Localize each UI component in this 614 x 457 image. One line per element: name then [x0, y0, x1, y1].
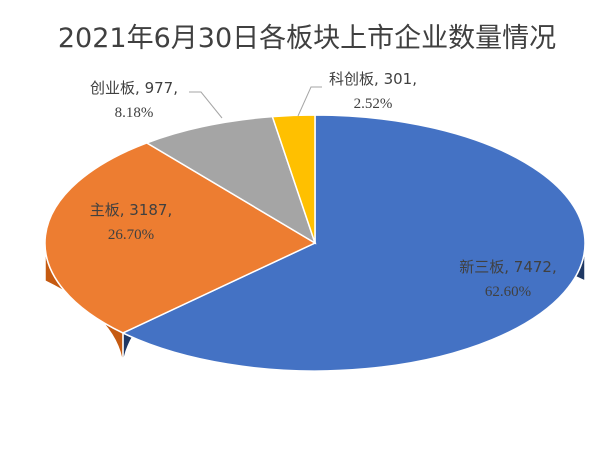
data-label-percent: 8.18% [115, 105, 154, 121]
leader-line-2 [189, 91, 223, 119]
pie-slice-3 [271, 114, 316, 244]
data-label-3: 科创板, 301, 2.52% [329, 70, 417, 112]
pie-slice-0 [121, 114, 586, 372]
pie-tops [44, 114, 586, 372]
data-label-0: 新三板, 7472, 62.60% [459, 258, 556, 300]
data-label-name-value: 科创板, 301, [329, 70, 417, 88]
pie-slice-2 [145, 115, 317, 245]
data-label-2: 创业板, 977, 8.18% [90, 79, 178, 121]
pie-slice-1 [44, 142, 317, 334]
data-label-name-value: 主板, 3187, [90, 201, 172, 219]
data-label-percent: 26.70% [108, 227, 154, 243]
data-label-name-value: 创业板, 977, [90, 79, 178, 97]
chart-title: 2021年6月30日各板块上市企业数量情况 [57, 23, 557, 54]
data-label-1: 主板, 3187, 26.70% [90, 201, 172, 243]
leader-line-3 [297, 86, 322, 117]
data-labels: 新三板, 7472, 62.60% 主板, 3187, 26.70% 创业板, 977,… [90, 70, 557, 300]
data-label-percent: 2.52% [354, 96, 393, 112]
data-label-percent: 62.60% [485, 284, 531, 300]
data-label-name-value: 新三板, 7472, [459, 258, 556, 276]
